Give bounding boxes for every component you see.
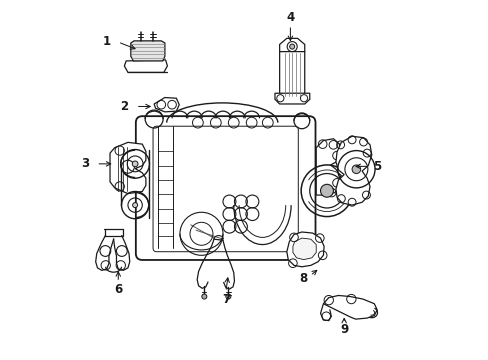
Text: 2: 2 — [120, 100, 128, 113]
Polygon shape — [124, 60, 167, 72]
Polygon shape — [279, 39, 304, 55]
Circle shape — [225, 294, 230, 299]
Polygon shape — [286, 232, 324, 267]
Text: 6: 6 — [114, 283, 122, 296]
Polygon shape — [274, 93, 309, 104]
Polygon shape — [279, 51, 304, 98]
Text: 8: 8 — [299, 272, 307, 285]
Circle shape — [202, 294, 206, 299]
Circle shape — [351, 165, 360, 174]
Text: 4: 4 — [285, 12, 294, 24]
Polygon shape — [316, 139, 340, 195]
Polygon shape — [131, 41, 164, 61]
Polygon shape — [335, 136, 371, 205]
Circle shape — [132, 161, 138, 167]
Polygon shape — [323, 296, 376, 319]
Text: 1: 1 — [102, 35, 110, 49]
Circle shape — [320, 184, 333, 197]
Polygon shape — [292, 238, 316, 260]
Text: 9: 9 — [339, 323, 347, 336]
Text: 7: 7 — [222, 293, 229, 306]
Text: 3: 3 — [81, 157, 89, 170]
FancyBboxPatch shape — [136, 116, 315, 260]
Circle shape — [132, 203, 137, 208]
Circle shape — [289, 44, 294, 49]
Polygon shape — [154, 98, 179, 112]
Polygon shape — [110, 142, 145, 194]
Text: 5: 5 — [372, 160, 381, 173]
